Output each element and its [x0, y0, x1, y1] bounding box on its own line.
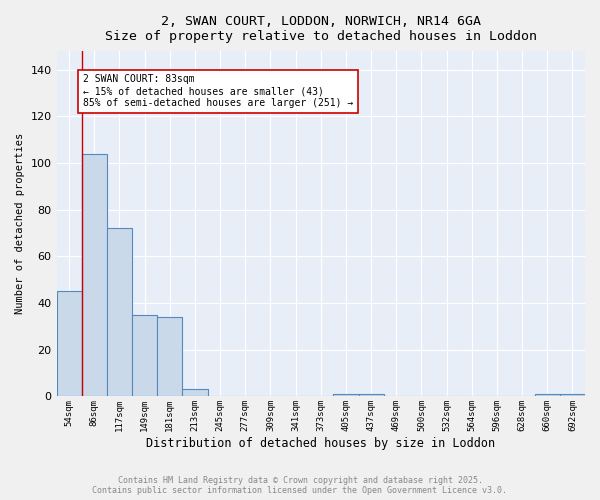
Y-axis label: Number of detached properties: Number of detached properties [15, 133, 25, 314]
Bar [182, 390, 208, 396]
Bar [132, 315, 157, 396]
X-axis label: Distribution of detached houses by size in Loddon: Distribution of detached houses by size … [146, 437, 496, 450]
Bar [157, 317, 182, 396]
Bar [82, 154, 107, 396]
Bar [560, 394, 585, 396]
Text: Contains HM Land Registry data © Crown copyright and database right 2025.
Contai: Contains HM Land Registry data © Crown c… [92, 476, 508, 495]
Bar [359, 394, 383, 396]
Bar [334, 394, 359, 396]
Title: 2, SWAN COURT, LODDON, NORWICH, NR14 6GA
Size of property relative to detached h: 2, SWAN COURT, LODDON, NORWICH, NR14 6GA… [105, 15, 537, 43]
Text: 2 SWAN COURT: 83sqm
← 15% of detached houses are smaller (43)
85% of semi-detach: 2 SWAN COURT: 83sqm ← 15% of detached ho… [83, 74, 353, 108]
Bar [535, 394, 560, 396]
Bar [107, 228, 132, 396]
Bar [56, 292, 82, 397]
